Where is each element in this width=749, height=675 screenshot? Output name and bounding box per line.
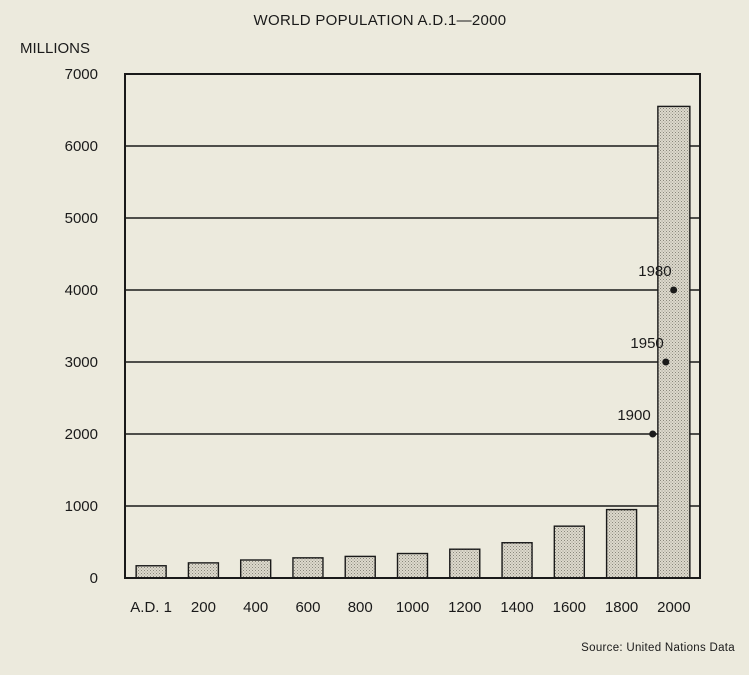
y-tick-label-7000: 7000	[65, 66, 98, 83]
year-annotations: 1980 1950 1900	[617, 263, 678, 438]
bar-200	[187, 562, 220, 579]
chart-title: WORLD POPULATION A.D.1—2000	[254, 12, 507, 29]
plot-frame	[124, 73, 701, 579]
x-tick-label-a-d-1: A.D. 1	[130, 599, 172, 616]
x-tick-label-1400: 1400	[500, 599, 533, 616]
bar-1000	[396, 552, 429, 579]
annotation-label-1900: 1900	[617, 407, 650, 424]
y-axis-ticks: 0 1000 2000 3000 4000 5000 6000 7000	[65, 66, 98, 587]
annotation-dot-1980	[670, 286, 678, 294]
bar-1600	[553, 525, 586, 579]
y-tick-label-4000: 4000	[65, 282, 98, 299]
x-tick-label-1800: 1800	[605, 599, 638, 616]
x-tick-label-1000: 1000	[396, 599, 429, 616]
y-tick-label-1000: 1000	[65, 498, 98, 515]
bar-a-d-1	[135, 565, 167, 579]
x-tick-label-2000: 2000	[657, 599, 690, 616]
x-tick-label-800: 800	[348, 599, 373, 616]
x-tick-label-1600: 1600	[553, 599, 586, 616]
x-tick-label-1200: 1200	[448, 599, 481, 616]
y-tick-label-5000: 5000	[65, 210, 98, 227]
bar-1400	[501, 542, 533, 579]
bars	[135, 105, 691, 579]
x-axis-ticks: A.D. 1 200 400 600 800 1000 1200 1400 1600 1800 20…	[130, 599, 690, 616]
x-tick-label-600: 600	[295, 599, 320, 616]
annotation-label-1980: 1980	[638, 263, 671, 280]
bar-400	[239, 559, 272, 579]
annotation-dot-1900	[649, 430, 657, 438]
annotation-dot-1950	[662, 358, 670, 366]
bar-800	[344, 555, 376, 579]
gridlines	[125, 145, 700, 507]
source-note: Source: United Nations Data	[581, 642, 735, 654]
x-tick-label-200: 200	[191, 599, 216, 616]
x-tick-label-400: 400	[243, 599, 268, 616]
y-tick-label-3000: 3000	[65, 354, 98, 371]
y-axis-unit-label: MILLIONS	[20, 40, 90, 57]
y-tick-label-6000: 6000	[65, 138, 98, 155]
bar-600	[292, 557, 324, 579]
annotation-label-1950: 1950	[630, 335, 663, 352]
y-tick-label-0: 0	[90, 570, 98, 587]
y-tick-label-2000: 2000	[65, 426, 98, 443]
bar-1800	[605, 508, 638, 579]
bar-1200	[449, 548, 481, 579]
